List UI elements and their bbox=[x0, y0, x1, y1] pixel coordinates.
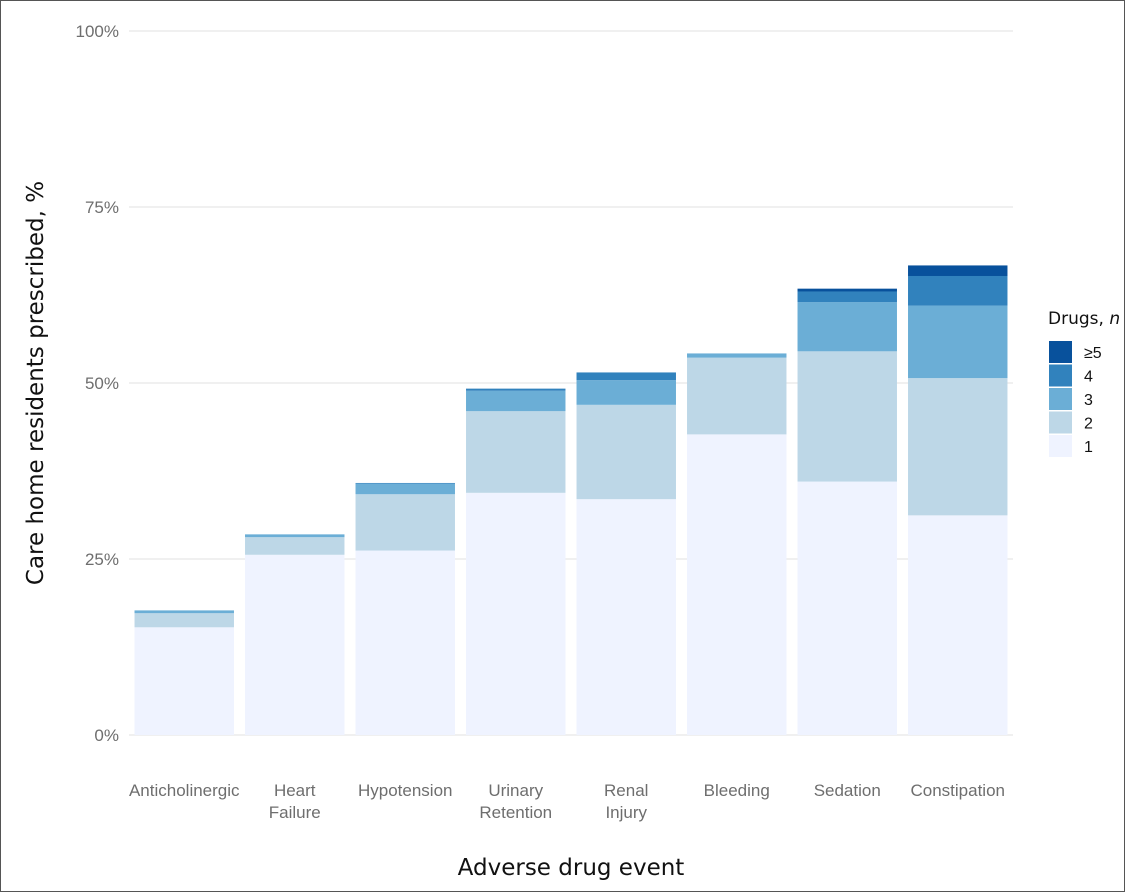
bar-segment bbox=[908, 305, 1008, 379]
bar-segment bbox=[908, 275, 1008, 306]
legend-label: ≥5 bbox=[1084, 345, 1102, 362]
bar-segment bbox=[355, 550, 455, 735]
bar-segment bbox=[134, 610, 234, 614]
bar-segment bbox=[797, 291, 897, 303]
bar-segment bbox=[245, 534, 345, 538]
bar-segment bbox=[355, 483, 455, 495]
x-tick-label: Anticholinergic bbox=[129, 781, 240, 800]
bar-segment bbox=[576, 372, 676, 381]
y-axis-ticks: 0% 25% 50% 75% 100% bbox=[76, 22, 119, 745]
legend-swatch bbox=[1049, 341, 1072, 363]
y-tick-label: 75% bbox=[85, 198, 119, 217]
legend-swatch bbox=[1049, 364, 1072, 387]
bar-stack bbox=[797, 288, 897, 735]
legend-title-text: Drugs, bbox=[1048, 309, 1109, 329]
x-tick-label: Bleeding bbox=[704, 781, 770, 800]
bar-stack bbox=[466, 388, 566, 735]
bar-segment bbox=[466, 492, 566, 735]
legend-swatch bbox=[1049, 411, 1072, 434]
bar-stack bbox=[245, 534, 345, 735]
x-tick-label: Sedation bbox=[814, 781, 881, 800]
x-tick-label: Urinary Retention bbox=[479, 781, 552, 822]
legend-swatch bbox=[1049, 388, 1072, 410]
bar-stack bbox=[908, 265, 1008, 735]
bar-segment bbox=[797, 481, 897, 735]
y-tick-label: 0% bbox=[94, 726, 119, 745]
bar-segment bbox=[687, 353, 787, 358]
legend-title-italic: n bbox=[1109, 309, 1120, 329]
bar-segment bbox=[797, 351, 897, 482]
legend-label: 1 bbox=[1084, 439, 1093, 456]
bar-stack bbox=[687, 353, 787, 735]
bar-segment bbox=[576, 380, 676, 405]
bar-segment bbox=[687, 434, 787, 735]
bar-segment bbox=[466, 388, 566, 391]
bar-stack bbox=[355, 482, 455, 735]
legend-label: 2 bbox=[1084, 416, 1093, 433]
legend-items: ≥5 4 3 2 1 bbox=[1049, 341, 1102, 457]
bar-segment bbox=[908, 265, 1008, 276]
bar-segment bbox=[355, 482, 455, 484]
x-tick-label: Constipation bbox=[910, 781, 1005, 800]
y-tick-label: 100% bbox=[76, 22, 119, 41]
bars bbox=[134, 265, 1008, 735]
bar-segment bbox=[908, 515, 1008, 735]
bar-segment bbox=[797, 302, 897, 352]
bar-segment bbox=[687, 357, 787, 435]
bar-segment bbox=[466, 411, 566, 493]
x-tick-label: Heart Failure bbox=[269, 781, 321, 822]
bar-stack bbox=[576, 372, 676, 735]
bar-segment bbox=[245, 554, 345, 735]
bar-stack bbox=[134, 610, 234, 735]
bar-segment bbox=[466, 390, 566, 412]
bar-segment bbox=[134, 613, 234, 628]
bar-segment bbox=[245, 537, 345, 555]
bar-segment bbox=[576, 499, 676, 735]
x-tick-label: Renal Injury bbox=[604, 781, 648, 822]
bar-segment bbox=[797, 288, 897, 292]
bar-segment bbox=[355, 494, 455, 551]
y-tick-label: 25% bbox=[85, 550, 119, 569]
legend-label: 4 bbox=[1084, 369, 1093, 386]
y-tick-label: 50% bbox=[85, 374, 119, 393]
x-tick-label: Hypotension bbox=[358, 781, 453, 800]
legend: Drugs, n ≥5 4 3 2 1 bbox=[1048, 309, 1120, 457]
y-axis-title: Care home residents prescribed, % bbox=[23, 181, 49, 585]
x-axis-ticks: Anticholinergic Heart Failure Hypotension Ur… bbox=[129, 781, 1005, 822]
bar-segment bbox=[576, 404, 676, 500]
legend-title: Drugs, n bbox=[1048, 309, 1120, 329]
legend-label: 3 bbox=[1084, 392, 1093, 409]
legend-swatch bbox=[1049, 435, 1072, 457]
bar-segment bbox=[908, 378, 1008, 516]
bar-segment bbox=[134, 627, 234, 735]
x-axis-title: Adverse drug event bbox=[458, 855, 685, 881]
